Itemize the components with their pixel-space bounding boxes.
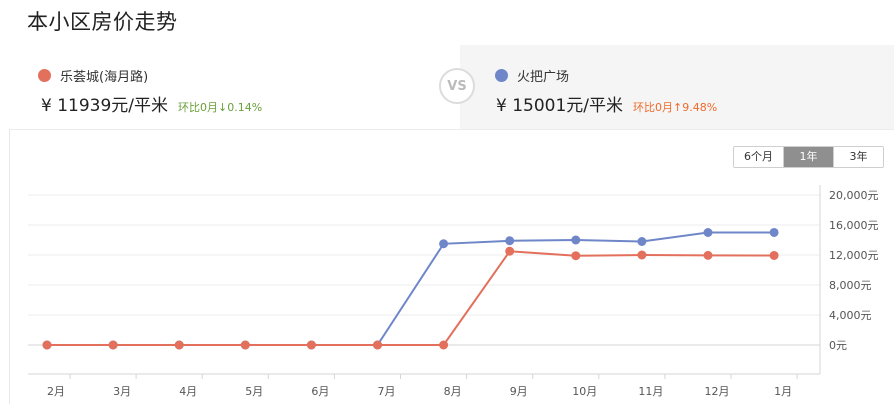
series-point bbox=[505, 236, 515, 246]
x-tick-label: 5月 bbox=[245, 385, 263, 398]
compare-right-card: 火把广场 ¥ 15001元/平米 环比0月↑9.48% bbox=[460, 45, 894, 130]
left-price-row: ¥ 11939元/平米 环比0月↓0.14% bbox=[41, 91, 262, 116]
time-range-switch: 6个月 1年 3年 bbox=[733, 146, 884, 168]
x-tick-label: 9月 bbox=[510, 385, 528, 398]
vs-badge: VS bbox=[439, 68, 475, 104]
series-point bbox=[505, 246, 515, 256]
x-tick-label: 2月 bbox=[47, 385, 65, 398]
series-point bbox=[637, 237, 647, 246]
series-point bbox=[306, 340, 316, 350]
x-tick-label: 11月 bbox=[638, 385, 663, 398]
right-price-row: ¥ 15001元/平米 环比0月↑9.48% bbox=[496, 91, 717, 116]
series-point bbox=[571, 235, 581, 245]
left-legend-dot bbox=[38, 69, 51, 82]
series-point bbox=[240, 340, 250, 350]
compare-left-card: 乐荟城(海月路) ¥ 11939元/平米 环比0月↓0.14% bbox=[9, 45, 460, 130]
y-tick-label: 16,000元 bbox=[829, 219, 879, 232]
page-title: 本小区房价走势 bbox=[27, 10, 178, 34]
series-point bbox=[42, 340, 52, 350]
y-tick-label: 4,000元 bbox=[829, 309, 872, 322]
y-tick-label: 20,000元 bbox=[829, 189, 879, 202]
right-legend-dot bbox=[495, 69, 508, 82]
series-point bbox=[373, 340, 382, 350]
x-tick-label: 10月 bbox=[572, 385, 597, 398]
x-tick-label: 1月 bbox=[774, 385, 792, 398]
left-change: 环比0月↓0.14% bbox=[178, 101, 263, 114]
series-line bbox=[47, 250, 775, 346]
y-tick-label: 12,000元 bbox=[829, 249, 879, 262]
range-1-year-button[interactable]: 1年 bbox=[783, 147, 833, 167]
right-name-row: 火把广场 bbox=[495, 66, 569, 85]
left-community-name: 乐荟城(海月路) bbox=[60, 70, 149, 85]
y-tick-label: 8,000元 bbox=[829, 279, 872, 292]
right-community-name: 火把广场 bbox=[517, 70, 570, 85]
x-tick-label: 12月 bbox=[705, 385, 730, 398]
series-point bbox=[439, 340, 449, 350]
series-point bbox=[769, 227, 779, 237]
series-point bbox=[439, 239, 449, 249]
x-tick-label: 3月 bbox=[113, 385, 131, 398]
series-point bbox=[703, 250, 713, 260]
right-change: 环比0月↑9.48% bbox=[633, 101, 718, 114]
series-line bbox=[47, 231, 775, 346]
range-6-months-button[interactable]: 6个月 bbox=[734, 147, 783, 167]
right-price: ¥ 15001元/平米 bbox=[496, 96, 624, 116]
y-tick-label: 0元 bbox=[829, 339, 847, 352]
series-point bbox=[108, 340, 118, 350]
series-point bbox=[769, 250, 779, 260]
x-tick-label: 4月 bbox=[179, 385, 197, 398]
series-point bbox=[637, 250, 647, 260]
left-price: ¥ 11939元/平米 bbox=[41, 96, 169, 116]
x-tick-label: 8月 bbox=[444, 385, 462, 398]
x-tick-label: 6月 bbox=[311, 385, 329, 398]
series-point bbox=[174, 340, 184, 350]
left-name-row: 乐荟城(海月路) bbox=[38, 66, 148, 85]
series-point bbox=[571, 251, 581, 261]
range-3-years-button[interactable]: 3年 bbox=[833, 147, 883, 167]
x-tick-label: 7月 bbox=[378, 385, 396, 398]
series-point bbox=[703, 228, 713, 237]
